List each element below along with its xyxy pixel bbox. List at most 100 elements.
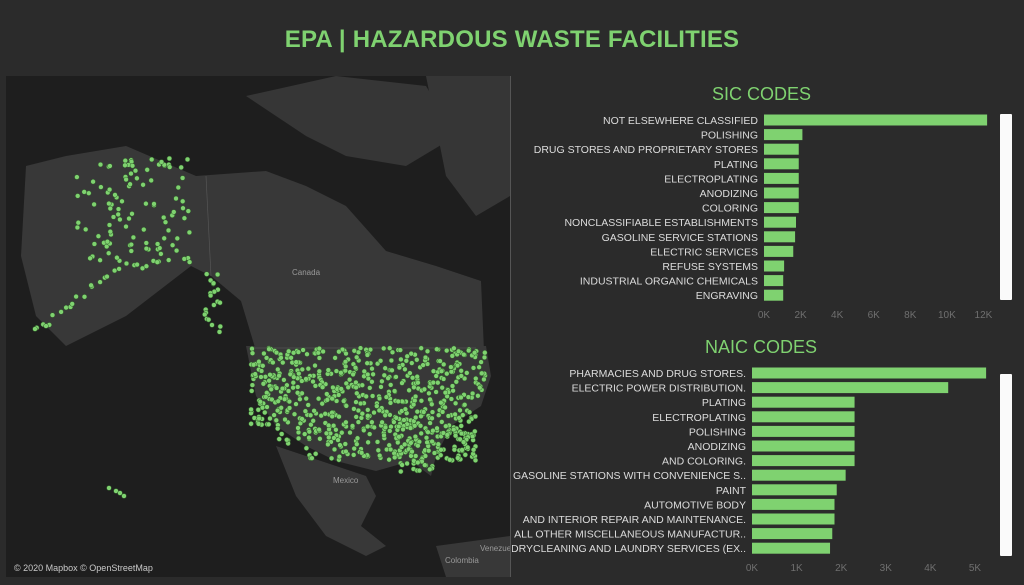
facility-point[interactable] bbox=[357, 400, 364, 407]
sic-scrollbar[interactable] bbox=[1000, 114, 1012, 300]
facility-point[interactable] bbox=[279, 385, 286, 392]
facility-point[interactable] bbox=[173, 195, 179, 202]
facility-point[interactable] bbox=[427, 396, 433, 403]
facility-point[interactable] bbox=[276, 373, 282, 379]
facility-point[interactable] bbox=[302, 431, 308, 437]
facility-point[interactable] bbox=[293, 401, 299, 407]
facility-point[interactable] bbox=[262, 374, 269, 380]
naic-bar[interactable] bbox=[752, 542, 831, 554]
facility-point[interactable] bbox=[121, 493, 127, 499]
sic-bar[interactable] bbox=[764, 202, 799, 214]
facility-point[interactable] bbox=[389, 367, 395, 373]
facility-point[interactable] bbox=[445, 413, 452, 419]
facility-point[interactable] bbox=[451, 345, 457, 351]
facility-point[interactable] bbox=[74, 174, 80, 180]
facility-point[interactable] bbox=[369, 379, 375, 385]
facility-point[interactable] bbox=[252, 371, 258, 377]
facility-point[interactable] bbox=[401, 417, 407, 423]
facility-point[interactable] bbox=[300, 347, 306, 353]
facility-map[interactable]: Canada Mexico Venezue Colombia © 2020 Ma… bbox=[6, 76, 511, 577]
facility-point[interactable] bbox=[178, 164, 184, 171]
facility-point[interactable] bbox=[325, 367, 331, 373]
facility-point[interactable] bbox=[460, 439, 467, 445]
facility-point[interactable] bbox=[464, 370, 470, 376]
facility-point[interactable] bbox=[444, 371, 450, 377]
facility-point[interactable] bbox=[97, 279, 103, 285]
facility-point[interactable] bbox=[204, 271, 210, 277]
facility-point[interactable] bbox=[83, 226, 89, 233]
facility-point[interactable] bbox=[264, 404, 270, 410]
facility-point[interactable] bbox=[337, 442, 343, 448]
facility-point[interactable] bbox=[75, 220, 81, 226]
facility-point[interactable] bbox=[273, 385, 280, 391]
facility-point[interactable] bbox=[115, 211, 121, 218]
facility-point[interactable] bbox=[295, 435, 302, 442]
facility-point[interactable] bbox=[310, 378, 316, 385]
facility-point[interactable] bbox=[256, 415, 262, 422]
sic-bar[interactable] bbox=[764, 129, 803, 141]
facility-point[interactable] bbox=[256, 359, 262, 365]
facility-point[interactable] bbox=[325, 422, 332, 429]
facility-point[interactable] bbox=[110, 214, 117, 220]
facility-point[interactable] bbox=[217, 300, 223, 306]
facility-point[interactable] bbox=[395, 398, 401, 405]
facility-point[interactable] bbox=[209, 322, 215, 328]
facility-point[interactable] bbox=[185, 208, 191, 214]
facility-point[interactable] bbox=[268, 386, 274, 392]
facility-point[interactable] bbox=[465, 394, 472, 400]
facility-point[interactable] bbox=[459, 447, 465, 453]
facility-point[interactable] bbox=[397, 347, 403, 353]
facility-point[interactable] bbox=[381, 345, 387, 352]
facility-point[interactable] bbox=[424, 348, 431, 354]
facility-point[interactable] bbox=[381, 432, 387, 439]
facility-point[interactable] bbox=[422, 453, 429, 459]
facility-point[interactable] bbox=[351, 406, 357, 412]
facility-point[interactable] bbox=[320, 348, 326, 355]
naic-bar[interactable] bbox=[752, 455, 855, 467]
facility-point[interactable] bbox=[282, 416, 288, 423]
facility-point[interactable] bbox=[143, 263, 150, 269]
facility-point[interactable] bbox=[449, 383, 456, 389]
facility-point[interactable] bbox=[431, 450, 438, 456]
facility-point[interactable] bbox=[325, 441, 331, 448]
facility-point[interactable] bbox=[402, 366, 408, 372]
facility-point[interactable] bbox=[161, 235, 167, 241]
facility-point[interactable] bbox=[319, 401, 325, 407]
facility-point[interactable] bbox=[117, 490, 123, 496]
facility-point[interactable] bbox=[143, 240, 149, 246]
facility-point[interactable] bbox=[250, 362, 257, 368]
facility-point[interactable] bbox=[447, 457, 453, 463]
naic-bar-chart[interactable]: PHARMACIES AND DRUG STORES. ELECTRIC POWE… bbox=[512, 361, 1002, 579]
sic-bar[interactable] bbox=[764, 289, 784, 301]
facility-point[interactable] bbox=[455, 455, 461, 461]
facility-point[interactable] bbox=[255, 407, 261, 413]
facility-point[interactable] bbox=[295, 349, 302, 355]
facility-point[interactable] bbox=[290, 350, 297, 356]
facility-point[interactable] bbox=[302, 408, 309, 414]
facility-point[interactable] bbox=[412, 433, 419, 440]
facility-point[interactable] bbox=[365, 423, 371, 430]
facility-point[interactable] bbox=[123, 223, 129, 230]
facility-point[interactable] bbox=[324, 391, 330, 397]
facility-point[interactable] bbox=[273, 349, 280, 356]
facility-point[interactable] bbox=[392, 454, 398, 461]
facility-point[interactable] bbox=[408, 351, 414, 357]
facility-point[interactable] bbox=[319, 384, 326, 390]
facility-point[interactable] bbox=[116, 266, 122, 272]
facility-point[interactable] bbox=[296, 370, 302, 377]
facility-point[interactable] bbox=[451, 447, 458, 453]
facility-point[interactable] bbox=[396, 423, 402, 430]
facility-point[interactable] bbox=[435, 380, 441, 386]
facility-point[interactable] bbox=[291, 411, 298, 417]
facility-point[interactable] bbox=[391, 419, 397, 425]
facility-point[interactable] bbox=[481, 354, 488, 361]
sic-bar[interactable] bbox=[764, 245, 794, 257]
facility-point[interactable] bbox=[260, 363, 266, 369]
facility-point[interactable] bbox=[355, 419, 362, 425]
naic-bar[interactable] bbox=[752, 396, 855, 408]
facility-point[interactable] bbox=[481, 376, 487, 383]
facility-point[interactable] bbox=[477, 385, 483, 391]
facility-point[interactable] bbox=[261, 350, 267, 357]
facility-point[interactable] bbox=[299, 378, 305, 384]
facility-point[interactable] bbox=[399, 462, 405, 468]
